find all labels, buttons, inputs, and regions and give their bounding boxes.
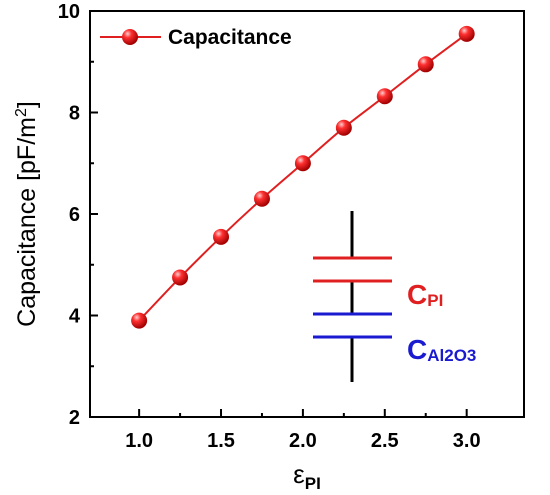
x-axis-title: εPI: [293, 459, 321, 493]
y-tick-label: 10: [58, 1, 80, 23]
data-point-marker: [213, 228, 230, 245]
x-tick-label: 1.5: [207, 430, 235, 452]
y-tick-label: 4: [69, 306, 81, 328]
axis-tick-labels: 1.0 1.5 2.0 2.5 3.0 2 4 6 8 10: [58, 1, 481, 452]
cal2o3-label: CAl2O3: [407, 334, 476, 365]
cpi-label-sub: PI: [427, 291, 443, 310]
capacitor-schematic: CPI CAl2O3: [313, 211, 476, 382]
y-tick-label: 6: [69, 204, 80, 226]
data-point-marker: [131, 312, 148, 329]
cpi-label: CPI: [407, 279, 443, 310]
legend: Capacitance: [100, 26, 292, 49]
cal2o3-label-sub: Al2O3: [427, 346, 476, 365]
x-tick-label: 2.5: [371, 430, 399, 452]
x-tick-label: 1.0: [125, 430, 153, 452]
x-tick-label: 2.0: [289, 430, 317, 452]
series-markers: [131, 25, 475, 329]
data-point-marker: [172, 269, 189, 286]
cal2o3-label-main: C: [407, 334, 427, 365]
y-tick-label: 8: [69, 103, 80, 125]
data-point-marker: [253, 190, 270, 207]
legend-label: Capacitance: [168, 26, 292, 49]
x-axis-title-main: ε: [293, 459, 305, 489]
y-axis-title-sup: 2: [13, 108, 30, 117]
data-point-marker: [376, 88, 393, 105]
y-tick-label: 2: [69, 407, 80, 429]
x-axis-title-sub: PI: [305, 474, 321, 493]
series-line-capacitance: [138, 33, 468, 322]
data-point-marker: [294, 155, 311, 172]
x-tick-label: 3.0: [453, 430, 481, 452]
data-point-marker: [335, 119, 352, 136]
y-axis-title-end: ]: [13, 101, 41, 108]
y-axis-title-main: Capacitance [pF/m: [13, 117, 41, 327]
data-point-marker: [458, 25, 475, 42]
legend-marker: [122, 29, 138, 45]
data-point-marker: [417, 56, 434, 73]
axis-ticks: [90, 10, 468, 418]
y-axis-title: Capacitance [pF/m2]: [13, 101, 41, 327]
cpi-label-main: C: [407, 279, 427, 310]
